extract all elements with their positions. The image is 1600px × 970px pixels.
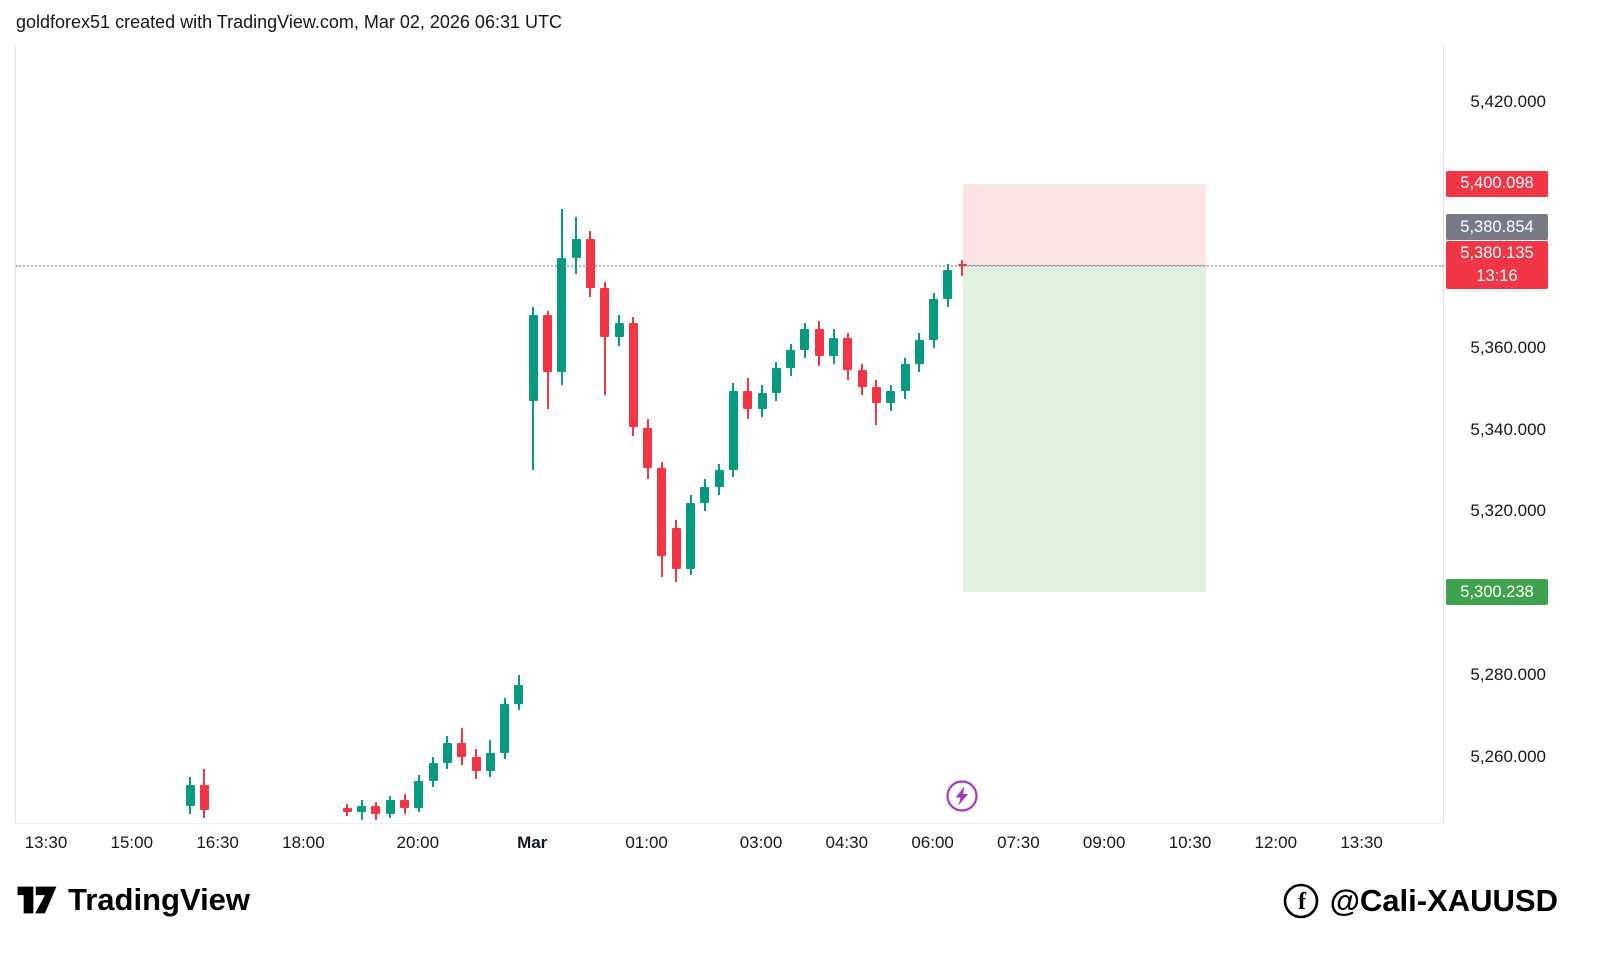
candle-body bbox=[686, 503, 695, 569]
candle-body bbox=[900, 364, 910, 391]
candle-body bbox=[342, 807, 352, 813]
price-axis-label: 5,360.000 bbox=[1470, 337, 1546, 357]
svg-text:f: f bbox=[1298, 889, 1307, 915]
candle-body bbox=[914, 339, 924, 365]
facebook-icon: f bbox=[1283, 883, 1318, 919]
candle-body bbox=[886, 390, 896, 403]
candle-body bbox=[771, 368, 781, 393]
candle-body bbox=[800, 329, 810, 350]
candle-body bbox=[600, 288, 610, 338]
candle-wick bbox=[603, 282, 606, 395]
time-axis-label: Mar bbox=[517, 833, 548, 852]
time-axis-label: 15:00 bbox=[110, 833, 154, 852]
price-axis-label: 5,420.000 bbox=[1470, 92, 1546, 112]
time-axis-label: 09:00 bbox=[1082, 833, 1126, 852]
stop-price-badge: 5,400.098 bbox=[1446, 170, 1548, 197]
position-risk-zone[interactable] bbox=[963, 183, 1206, 266]
candle-body bbox=[357, 805, 367, 813]
candle-body bbox=[400, 799, 409, 808]
target-price-badge: 5,300.238 bbox=[1446, 579, 1548, 606]
time-axis-label: 04:30 bbox=[825, 833, 869, 852]
candle-body bbox=[814, 329, 824, 356]
candle-body bbox=[671, 527, 681, 569]
time-axis-label: 07:30 bbox=[997, 833, 1040, 852]
candle-body bbox=[714, 470, 724, 487]
tradingview-logo-icon bbox=[17, 886, 57, 914]
candle-body bbox=[786, 349, 796, 369]
candle-body bbox=[471, 756, 481, 772]
time-axis-label: 12:00 bbox=[1254, 833, 1298, 852]
candle-body bbox=[743, 390, 753, 410]
author-handle: f @Cali-XAUUSD bbox=[1282, 882, 1558, 920]
time-axis-label: 06:00 bbox=[911, 833, 954, 852]
candle-body bbox=[571, 239, 581, 258]
candle-body bbox=[700, 486, 710, 504]
candle-body bbox=[829, 337, 838, 356]
price-axis-label: 5,340.000 bbox=[1470, 419, 1546, 439]
chart-credit-text: goldforex51 created with TradingView.com… bbox=[16, 12, 562, 32]
candle-body bbox=[857, 370, 867, 387]
candle-body bbox=[514, 685, 524, 704]
candle-body bbox=[585, 239, 595, 289]
candle-body bbox=[628, 323, 638, 428]
price-axis-label: 5,320.000 bbox=[1470, 501, 1546, 521]
candle-body bbox=[843, 337, 853, 371]
candle-body bbox=[414, 781, 424, 808]
candle-body bbox=[371, 805, 381, 815]
candle-body bbox=[442, 742, 452, 763]
time-axis-label: 13:30 bbox=[24, 833, 68, 852]
candle-body bbox=[871, 386, 881, 403]
candle-wick bbox=[875, 380, 878, 426]
candle-wick bbox=[961, 259, 964, 277]
candle-body bbox=[528, 315, 538, 401]
candle-body bbox=[428, 762, 438, 782]
price-axis-label: 5,260.000 bbox=[1470, 746, 1546, 766]
chart-pane[interactable] bbox=[15, 45, 1444, 823]
candle-body bbox=[728, 390, 738, 471]
candle-body bbox=[500, 703, 510, 753]
candle-body bbox=[929, 298, 939, 340]
position-profit-zone[interactable] bbox=[963, 265, 1206, 593]
tradingview-logo[interactable]: TradingView bbox=[16, 882, 250, 918]
candle-body bbox=[457, 742, 467, 757]
tradingview-brand-text: TradingView bbox=[68, 882, 251, 917]
candle-body bbox=[543, 315, 552, 373]
price-axis-label: 5,280.000 bbox=[1470, 665, 1546, 684]
entry-price-badge: 5,380.854 bbox=[1446, 214, 1548, 241]
candle-body bbox=[657, 468, 667, 557]
candle-body bbox=[185, 785, 195, 806]
time-axis-label: 20:00 bbox=[396, 833, 440, 852]
lightning-icon[interactable] bbox=[945, 779, 979, 818]
candle-body bbox=[485, 752, 495, 772]
candle-body bbox=[614, 323, 624, 338]
time-axis-label: 10:30 bbox=[1168, 833, 1212, 852]
candle-body bbox=[757, 392, 767, 410]
time-axis-label: 01:00 bbox=[625, 833, 668, 852]
time-axis-label: 13:30 bbox=[1340, 833, 1383, 852]
candle-body bbox=[957, 263, 967, 266]
current-price-line bbox=[16, 265, 1444, 268]
candle-body bbox=[643, 427, 653, 469]
time-axis-label: 16:30 bbox=[196, 833, 239, 852]
price-axis[interactable]: 5,420.000 5,360.000 5,340.000 5,320.000 5,28… bbox=[1443, 45, 1600, 823]
candle-body bbox=[385, 799, 395, 815]
current-price-badge: 5,380.135 13:16 bbox=[1446, 241, 1548, 290]
candle-body bbox=[943, 270, 953, 299]
time-axis[interactable]: 13:30 15:00 16:30 18:00 20:00 Mar 01:00 03:00 04… bbox=[15, 823, 1443, 860]
candle-body bbox=[557, 257, 567, 373]
author-handle-text: @Cali-XAUUSD bbox=[1329, 883, 1558, 918]
time-axis-label: 18:00 bbox=[282, 833, 325, 852]
candle-body bbox=[199, 785, 209, 810]
time-axis-label: 03:00 bbox=[739, 833, 783, 852]
